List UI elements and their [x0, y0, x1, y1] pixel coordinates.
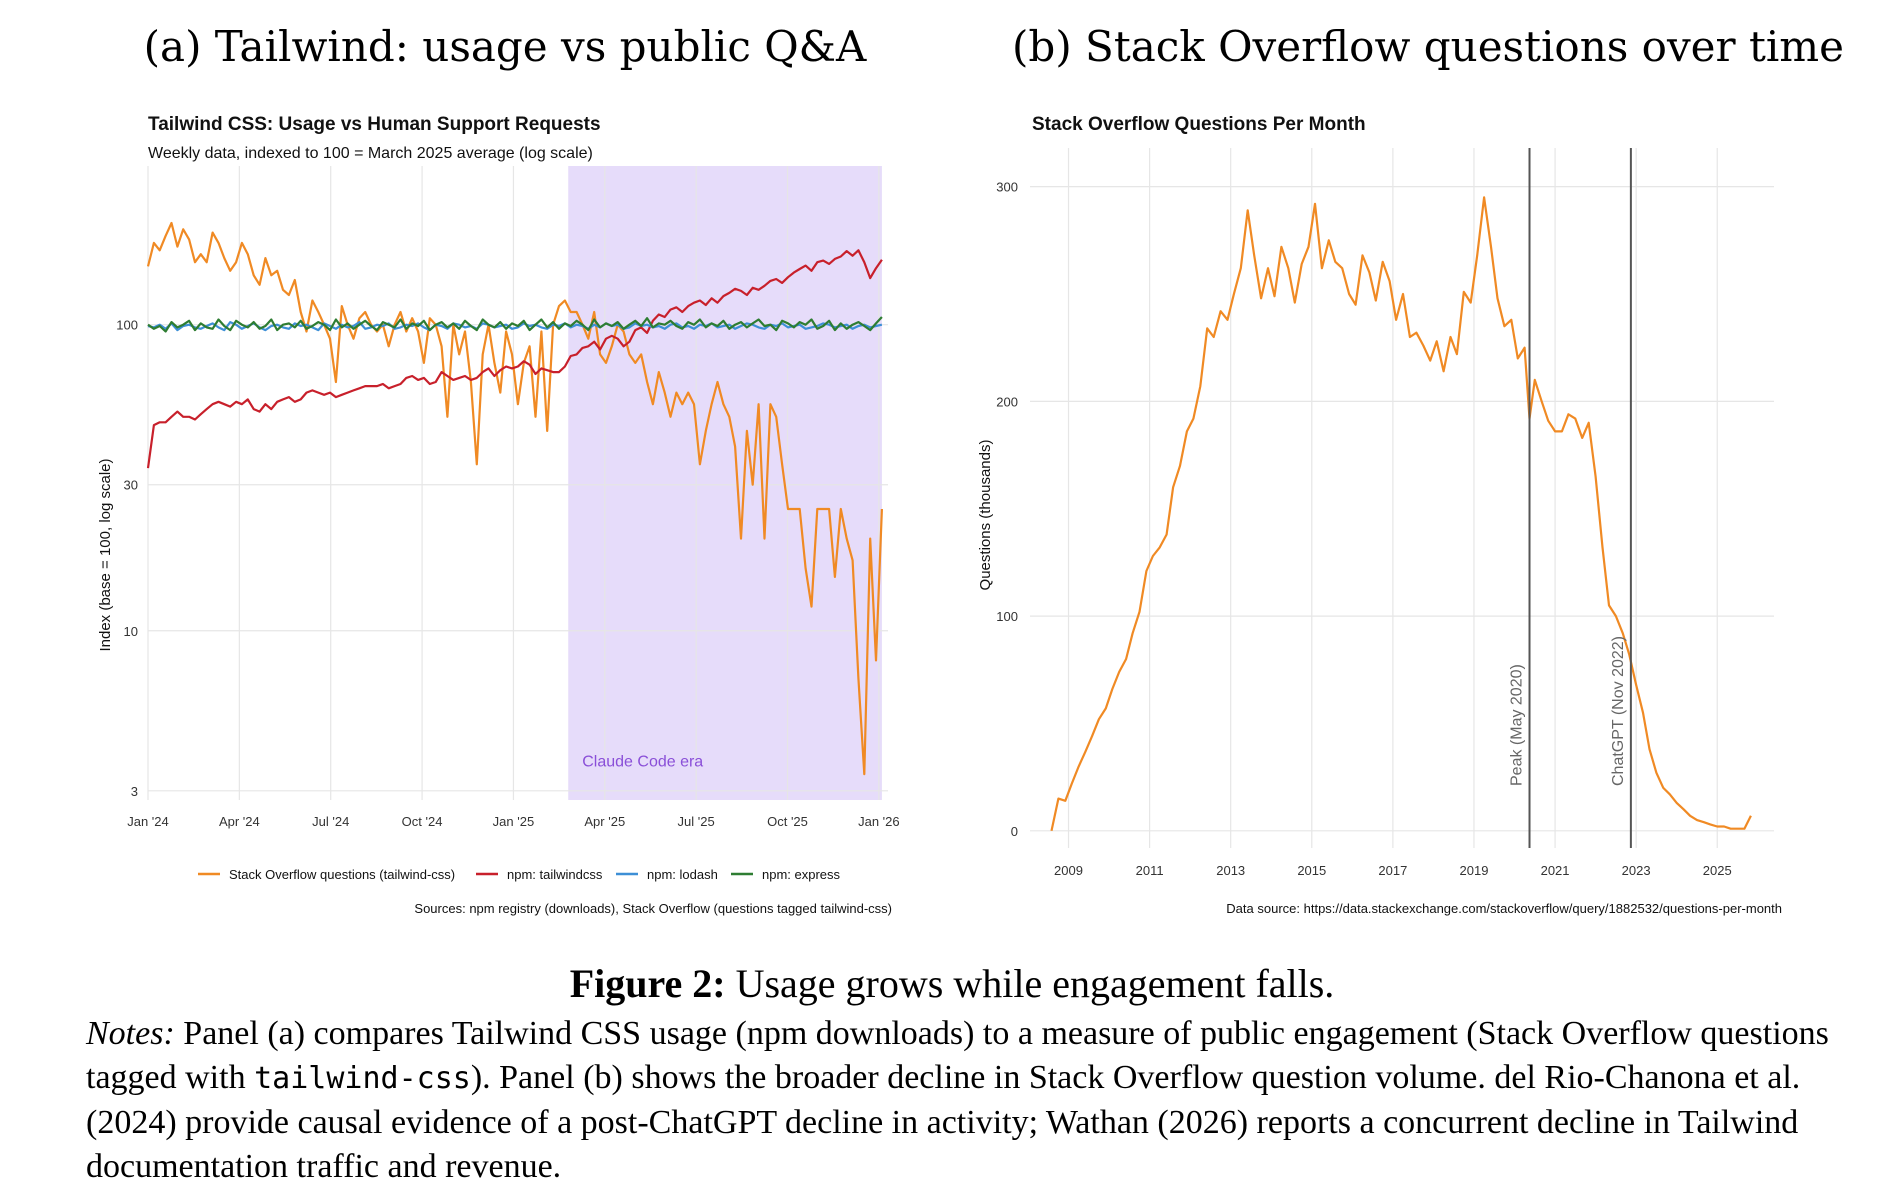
legend-label-tailwind: npm: tailwindcss: [507, 867, 603, 882]
panel-a-title: (a) Tailwind: usage vs public Q&A: [143, 22, 867, 71]
chart-b-ylabel: Questions (thousands): [977, 440, 994, 591]
chart-a-grid: [147, 166, 888, 800]
chart-b-lines: [1050, 196, 1752, 832]
shaded-region: [568, 166, 882, 800]
y-tick-label: 0: [1011, 824, 1018, 839]
x-tick-label: Oct '25: [767, 814, 808, 829]
chart-a-subtitle: Weekly data, indexed to 100 = March 2025…: [148, 145, 593, 162]
y-tick-label: 100: [116, 318, 138, 333]
chart-a-lines: [146, 221, 883, 776]
shaded-region-label: Claude Code era: [582, 754, 703, 771]
series-line-2: [147, 321, 883, 332]
x-tick-label: Jul '24: [312, 814, 349, 829]
chart-a-legend: Stack Overflow questions (tailwind-css) …: [198, 867, 841, 882]
figure-notes: Notes: Panel (a) compares Tailwind CSS u…: [86, 1012, 1846, 1189]
x-tick-label: 2017: [1378, 863, 1407, 878]
notes-label: Notes:: [86, 1015, 175, 1052]
notes-text-2: ). Panel (b) shows the broader decline i…: [86, 1059, 1801, 1185]
x-tick-label: Jul '25: [678, 814, 715, 829]
series-line-1: [146, 249, 883, 469]
x-tick-label: 2025: [1703, 863, 1732, 878]
chart-b-source: Data source: https://data.stackexchange.…: [1226, 901, 1782, 916]
chart-b-title: Stack Overflow Questions Per Month: [1032, 114, 1366, 135]
legend-label-so: Stack Overflow questions (tailwind-css): [229, 867, 455, 882]
chart-a-ylabel: Index (base = 100, log scale): [97, 458, 114, 651]
x-tick-label: 2011: [1136, 863, 1164, 878]
x-tick-label: Oct '24: [402, 814, 443, 829]
chart-a-x-ticks: Jan '24 Apr '24 Jul '24 Oct '24 Jan '25 Apr '…: [127, 814, 899, 829]
notes-code: tailwind-css: [254, 1061, 471, 1096]
x-tick-label: 2015: [1297, 863, 1326, 878]
chart-a-title: Tailwind CSS: Usage vs Human Support Req…: [148, 114, 601, 135]
legend-label-lodash: npm: lodash: [647, 867, 718, 882]
x-tick-label: Jan '26: [858, 814, 900, 829]
x-tick-label: 2019: [1460, 863, 1489, 878]
x-tick-label: 2023: [1622, 863, 1651, 878]
y-tick-label: 30: [124, 478, 138, 493]
chart-b-grid: [1030, 148, 1774, 848]
notes-text-1: Panel (a) compares Tailwind CSS usage (n…: [86, 1015, 1829, 1096]
y-tick-label: 300: [996, 180, 1018, 195]
y-tick-label: 100: [996, 609, 1018, 624]
chart-b: Stack Overflow Questions Per Month Peak …: [977, 114, 1782, 916]
x-tick-label: Jan '24: [127, 814, 169, 829]
figure-caption-title: Figure 2: Usage grows while engagement f…: [0, 960, 1904, 1007]
chart-b-x-ticks: 2009 2011 2013 2015 2017 2019 2021 2023 2025: [1054, 863, 1732, 878]
x-tick-label: Apr '24: [219, 814, 260, 829]
legend-label-express: npm: express: [762, 867, 841, 882]
x-tick-label: Jan '25: [493, 814, 535, 829]
chart-a-source: Sources: npm registry (downloads), Stack…: [414, 901, 892, 916]
series-line-3: [147, 316, 883, 333]
vline-label-peak: Peak (May 2020): [1509, 664, 1526, 786]
panel-b-title: (b) Stack Overflow questions over time: [1012, 22, 1844, 71]
y-tick-label: 3: [131, 784, 138, 799]
series-line-0: [146, 221, 883, 776]
x-tick-label: Apr '25: [584, 814, 625, 829]
y-tick-label: 10: [124, 624, 138, 639]
chart-b-y-ticks: 0 100 200 300: [996, 180, 1018, 839]
x-tick-label: 2009: [1054, 863, 1083, 878]
chart-a-y-ticks: 3 10 30 100: [116, 318, 138, 799]
vline-label-chatgpt: ChatGPT (Nov 2022): [1610, 636, 1627, 786]
series-line-questions: [1050, 196, 1752, 832]
figure-title: Usage grows while engagement falls.: [735, 961, 1335, 1006]
x-tick-label: 2021: [1541, 863, 1570, 878]
chart-a: Tailwind CSS: Usage vs Human Support Req…: [97, 114, 900, 916]
x-tick-label: 2013: [1216, 863, 1245, 878]
figure-label: Figure 2:: [569, 961, 726, 1006]
chart-b-vlines: [1528, 148, 1632, 848]
y-tick-label: 200: [996, 394, 1018, 409]
